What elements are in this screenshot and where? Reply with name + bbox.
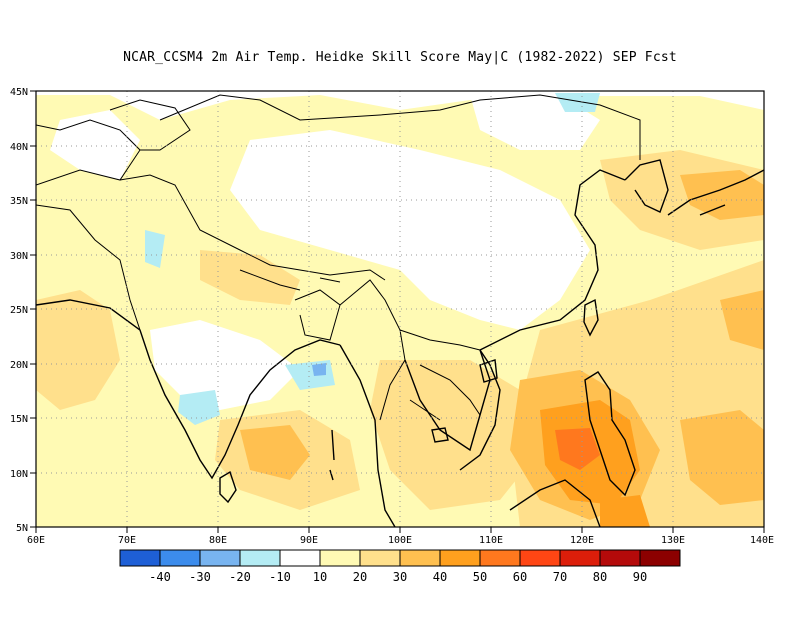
colorbar-swatch	[479, 549, 521, 567]
lat-label: 25N	[10, 305, 28, 316]
colorbar-label: 70	[553, 570, 567, 584]
border-china-mongolia	[159, 94, 641, 160]
colorbar-swatch	[399, 549, 441, 567]
lon-label: 140E	[750, 535, 774, 546]
border-pakistan	[36, 204, 141, 331]
colorbar-label: -30	[189, 570, 211, 584]
indochina-coastline	[339, 344, 396, 527]
colorbar-swatch	[559, 549, 601, 567]
shade-60-core	[555, 428, 600, 470]
latitude-labels: 5N 10N 15N 20N 25N 30N 35N 40N 45N	[10, 87, 28, 534]
lat-label: 15N	[10, 414, 28, 425]
shade-40-bay	[240, 425, 310, 480]
colorbar-swatch	[279, 549, 321, 567]
lat-label: 20N	[10, 360, 28, 371]
colorbar-swatch	[439, 549, 481, 567]
country-borders	[36, 94, 641, 421]
shade-30-indochina	[370, 360, 540, 510]
shade-40-pacific	[720, 290, 764, 350]
china-coastline	[479, 169, 626, 351]
india-coastline	[36, 299, 341, 480]
colorbar-swatch	[119, 549, 161, 567]
shade-neg20-bay	[312, 363, 326, 376]
colorbar-label: -40	[149, 570, 171, 584]
colorbar-swatch	[599, 549, 641, 567]
colorbar-label: -10	[269, 570, 291, 584]
coastlines	[36, 159, 764, 527]
colorbar-swatch	[519, 549, 561, 567]
lon-label: 60E	[27, 535, 45, 546]
lon-label: 100E	[388, 535, 412, 546]
colorbar-label: 90	[633, 570, 647, 584]
border-afghan	[36, 119, 141, 186]
lat-label: 5N	[16, 523, 28, 534]
colorbar-label: 60	[513, 570, 527, 584]
border-nepal-bhutan	[239, 269, 341, 291]
lon-label: 130E	[661, 535, 685, 546]
korea	[624, 159, 669, 213]
lon-label: 70E	[118, 535, 136, 546]
border-himalaya	[119, 174, 386, 281]
lat-label: 35N	[10, 196, 28, 207]
colorbar-swatch	[639, 549, 681, 567]
tonle-sap	[431, 427, 449, 443]
shade-40-japan	[680, 170, 764, 220]
shade-40-east	[680, 410, 764, 505]
lon-label: 120E	[570, 535, 594, 546]
taiwan	[583, 298, 599, 337]
japan	[667, 169, 764, 216]
border-central-asia	[109, 99, 191, 151]
sri-lanka	[219, 470, 237, 504]
longitude-labels: 60E 70E 80E 90E 100E 110E 120E 130E 140E	[27, 535, 774, 546]
lat-label: 30N	[10, 251, 28, 262]
colorbar-swatch	[199, 549, 241, 567]
lon-label: 90E	[300, 535, 318, 546]
lon-label: 110E	[479, 535, 503, 546]
shade-white-nw	[50, 110, 140, 180]
colorbar-swatch	[319, 549, 361, 567]
shade-neg10-north	[555, 93, 600, 112]
philippines	[584, 371, 636, 497]
shade-30-west	[36, 290, 120, 410]
map-title: NCAR_CCSM4 2m Air Temp. Heidke Skill Sco…	[123, 50, 677, 65]
border-bangladesh	[294, 289, 341, 341]
axis-ticks	[30, 90, 765, 533]
border-laos-vietnam	[399, 329, 481, 421]
hainan	[479, 359, 498, 383]
colorbar-label: 10	[313, 570, 327, 584]
colorbar-swatch	[359, 549, 401, 567]
colorbar-label: 40	[433, 570, 447, 584]
colorbar-label: 80	[593, 570, 607, 584]
colorbar-label: 20	[353, 570, 367, 584]
colorbar-label: 30	[393, 570, 407, 584]
vietnam-coast	[459, 349, 501, 471]
colorbar-swatch	[159, 549, 201, 567]
shade-neg10-nw	[145, 230, 165, 268]
borneo	[509, 479, 601, 527]
colorbar-swatch	[239, 549, 281, 567]
lat-label: 10N	[10, 469, 28, 480]
shade-white-india	[150, 320, 300, 410]
lat-label: 45N	[10, 87, 28, 98]
shade-30-ganges	[200, 250, 300, 305]
lat-label: 40N	[10, 142, 28, 153]
colorbar-label: 50	[473, 570, 487, 584]
skill-score-field	[36, 91, 764, 527]
colorbar-label: -20	[229, 570, 251, 584]
lon-label: 80E	[209, 535, 227, 546]
shade-white-tibet	[230, 130, 590, 330]
shade-50-south	[600, 495, 650, 527]
shade-neg10-india	[178, 390, 220, 425]
colorbar: -40 -30 -20 -10 10 20 30 40 50 60 70 80 …	[119, 549, 681, 584]
andaman-islands	[329, 429, 335, 481]
